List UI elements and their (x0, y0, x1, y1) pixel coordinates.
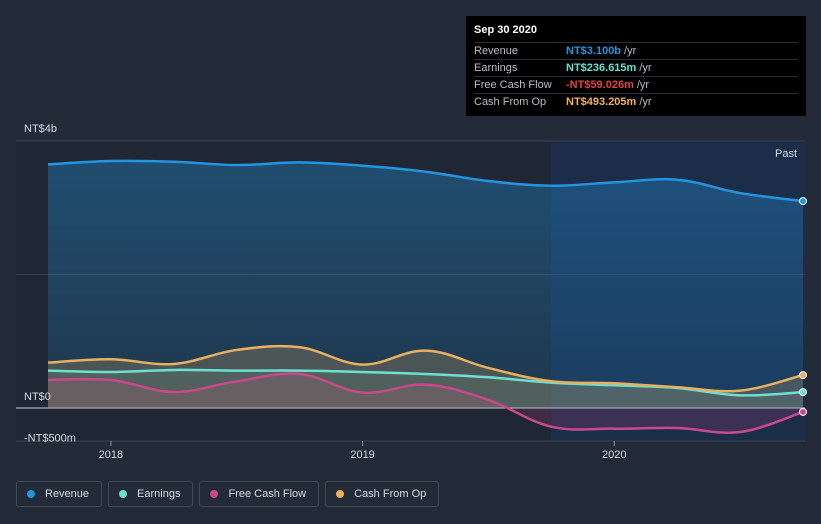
tooltip-unit: /yr (639, 96, 652, 108)
legend-dot-icon (210, 490, 219, 498)
tooltip-row-revenue: Revenue NT$3.100b /yr (474, 42, 798, 59)
series-area-cash-from-op (48, 346, 803, 408)
legend-label: Cash From Op (354, 488, 427, 500)
tooltip-row-cash-from-op: Cash From Op NT$493.205m /yr (474, 93, 798, 110)
legend-label: Revenue (45, 488, 90, 500)
legend-item-earnings[interactable]: Earnings (108, 481, 194, 507)
tooltip-unit: /yr (624, 45, 637, 57)
series-line-revenue (47, 159, 804, 203)
tooltip-value: -NT$59.026m (566, 79, 634, 91)
tooltip-unit: /yr (639, 62, 652, 74)
series-end-marker-free-cash-flow (799, 407, 807, 416)
tooltip-value: NT$236.615m (566, 62, 637, 74)
legend-dot-icon (119, 490, 128, 498)
series-end-marker-earnings (799, 388, 807, 397)
series-area-earnings (48, 369, 803, 408)
series-line-free-cash-flow (47, 372, 804, 435)
legend-item-cash-from-op[interactable]: Cash From Op (325, 481, 440, 507)
tooltip-date: Sep 30 2020 (474, 24, 537, 36)
legend: Revenue Earnings Free Cash Flow Cash Fro… (16, 481, 440, 507)
tooltip-value: NT$3.100b (566, 45, 622, 57)
series-end-marker-cash-from-op (799, 371, 807, 380)
x-tick-label: 2018 (99, 449, 123, 461)
tooltip-label: Revenue (474, 45, 519, 57)
y-tick-label: NT$4b (24, 123, 57, 135)
y-tick-label: -NT$500m (24, 432, 76, 444)
legend-dot-icon (27, 490, 35, 498)
legend-label: Earnings (137, 488, 181, 500)
series-end-marker-revenue (799, 197, 807, 206)
tooltip-unit: /yr (636, 79, 650, 91)
y-tick-label: NT$0 (24, 391, 51, 403)
tooltip-row-free-cash-flow: Free Cash Flow -NT$59.026m /yr (474, 76, 798, 93)
legend-item-revenue[interactable]: Revenue (16, 481, 103, 507)
series-area-free-cash-flow (48, 373, 803, 433)
series-area-revenue (48, 160, 803, 408)
past-label: Past (775, 148, 797, 160)
x-tick-label: 2019 (350, 449, 374, 461)
series-line-cash-from-op (47, 344, 804, 393)
x-tick-label: 2020 (602, 449, 626, 461)
legend-dot-icon (336, 490, 345, 498)
tooltip-label: Earnings (474, 62, 518, 74)
chart-area: Past NT$4b NT$0 -NT$500m 2018 2019 2020 (16, 123, 807, 461)
legend-label: Free Cash Flow (228, 488, 307, 500)
tooltip-label: Cash From Op (474, 96, 547, 108)
tooltip-value: NT$493.205m (566, 96, 637, 108)
tooltip-row-earnings: Earnings NT$236.615m /yr (474, 59, 798, 76)
legend-item-free-cash-flow[interactable]: Free Cash Flow (199, 481, 320, 507)
tooltip-label: Free Cash Flow (474, 79, 552, 91)
tooltip: Sep 30 2020 Revenue NT$3.100b /yr Earnin… (466, 16, 806, 116)
